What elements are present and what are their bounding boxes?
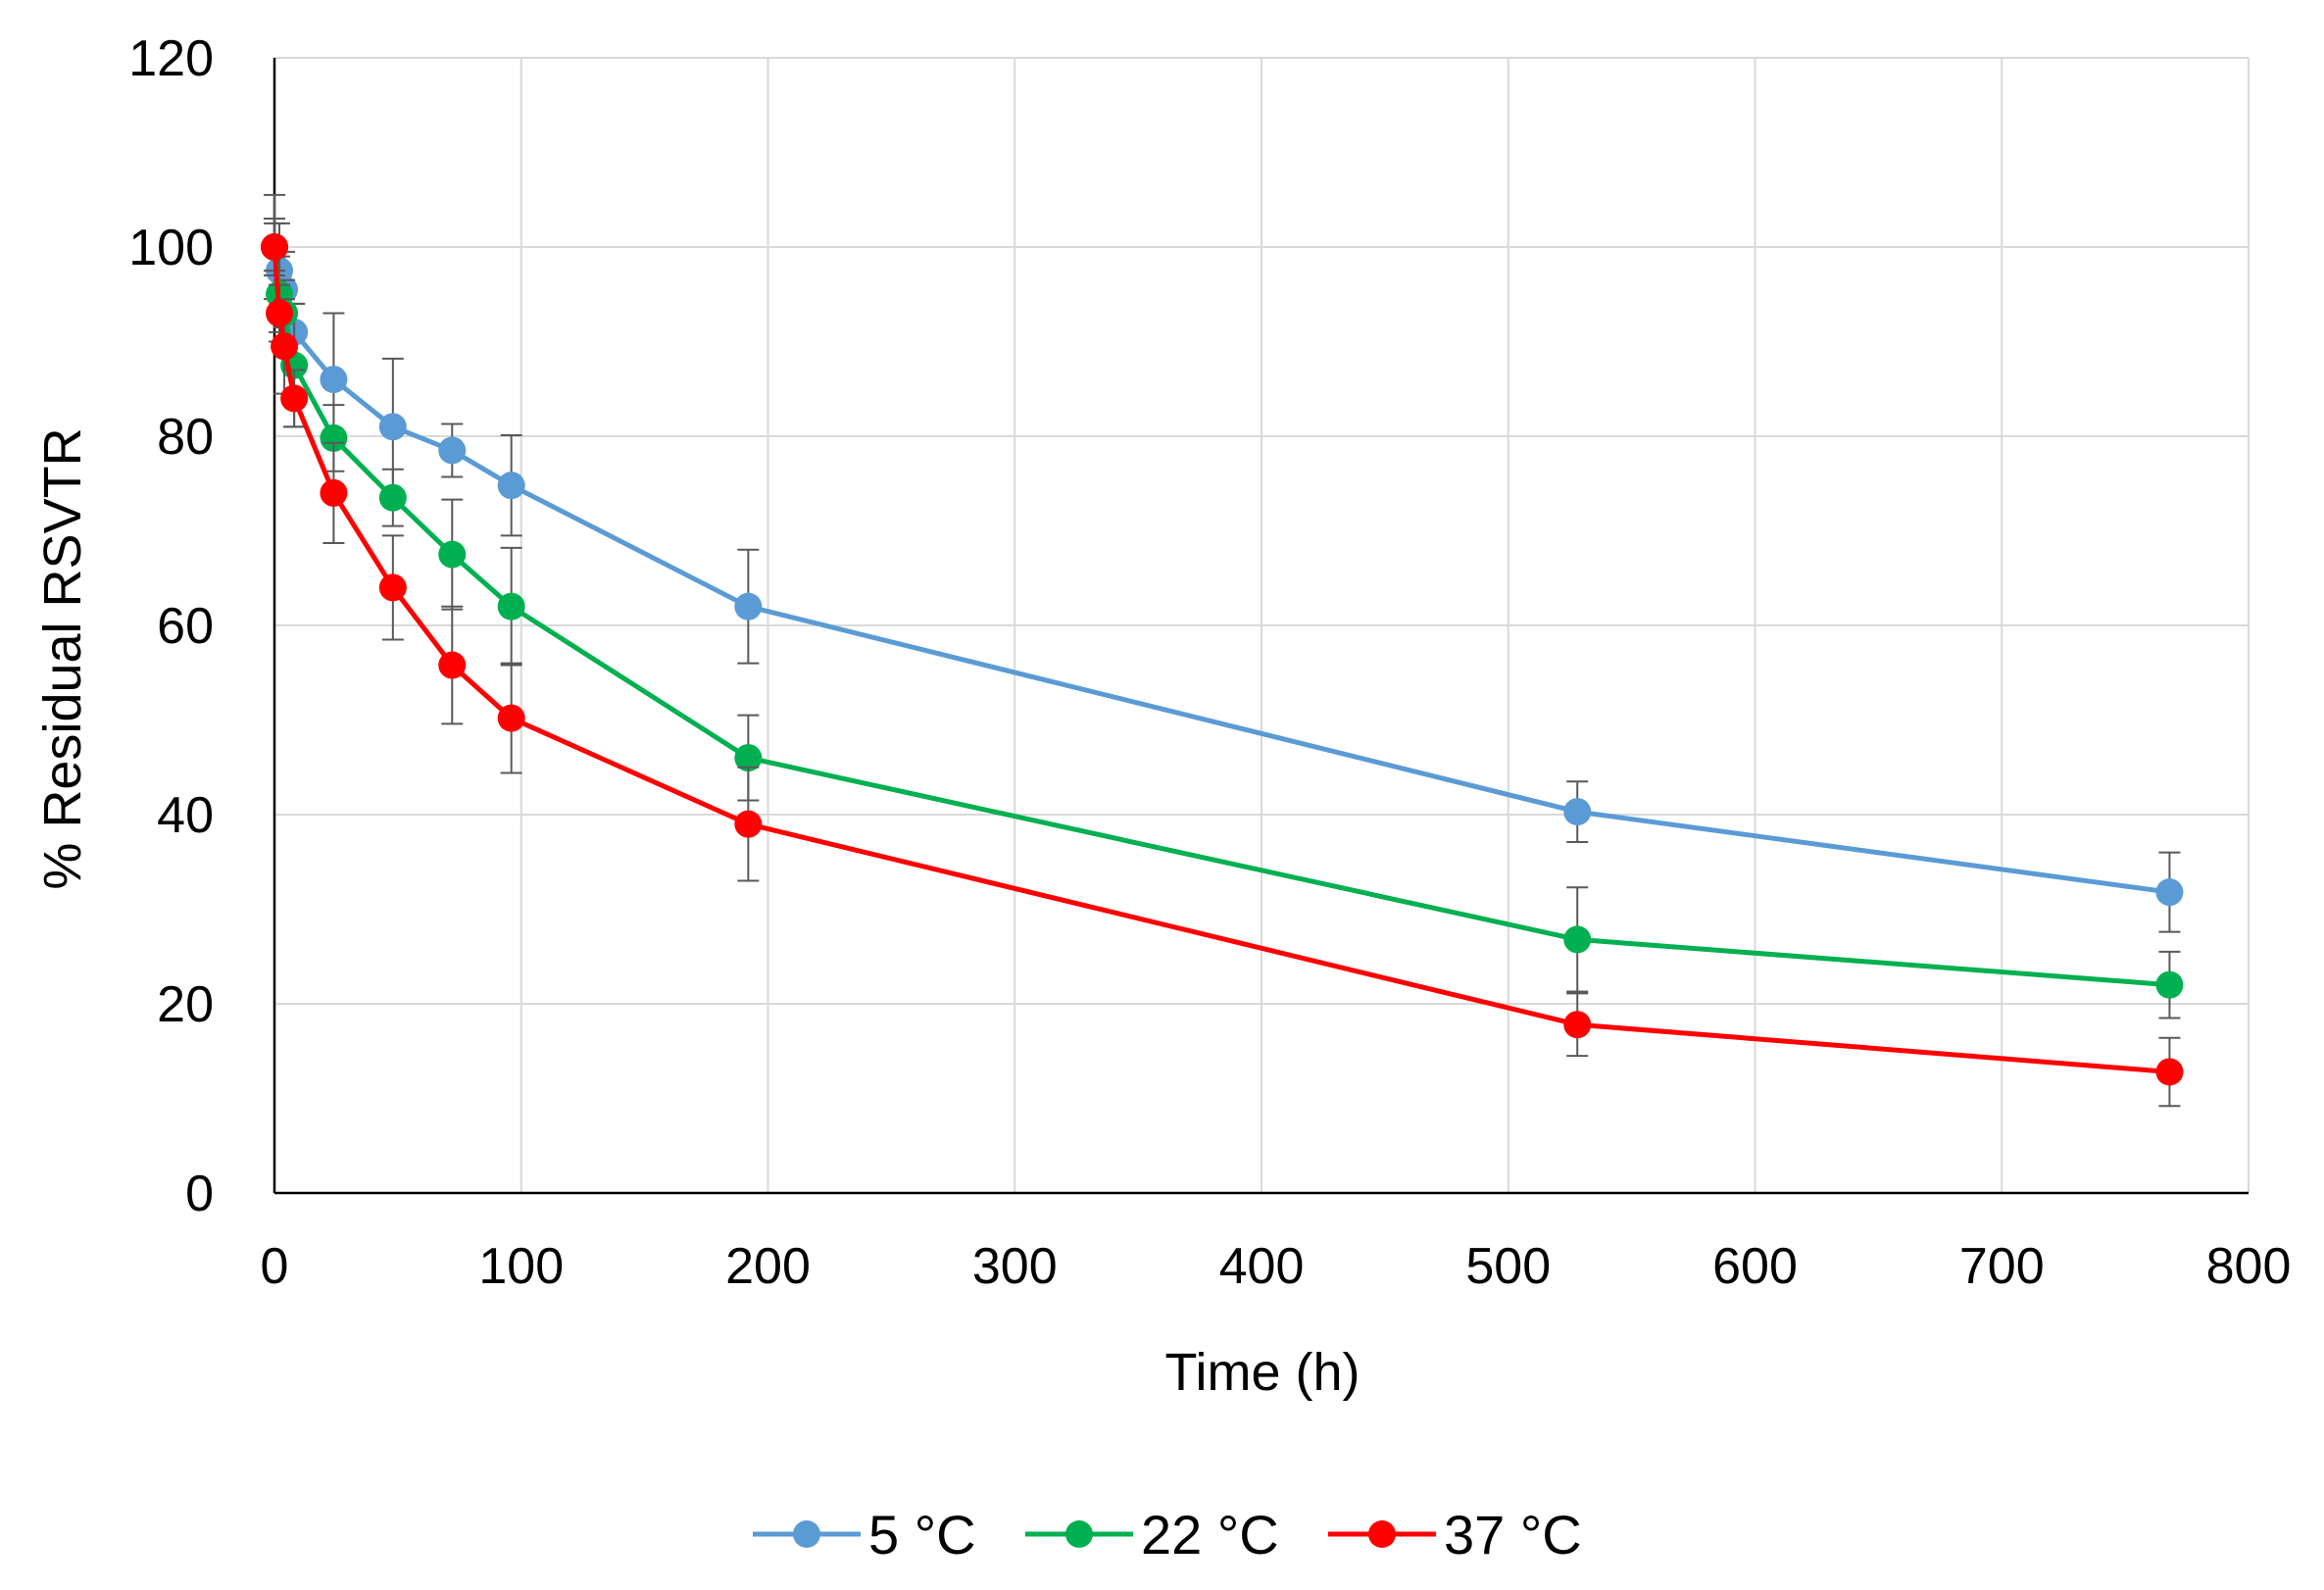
x-tick-label: 600 [1712,1238,1798,1295]
data-point [378,483,407,512]
data-point [2155,878,2184,907]
legend-item: 37 °C [1328,1504,1582,1565]
y-tick-label: 80 [157,409,214,466]
x-tick-label: 300 [972,1238,1058,1295]
data-point [378,573,407,602]
legend: 5 °C 22 °C 37 °C [753,1504,1582,1565]
y-tick-label: 20 [157,976,214,1033]
data-point [734,810,763,838]
x-tick-label: 800 [2206,1238,2292,1295]
data-point [734,592,763,621]
y-tick-label: 40 [157,787,214,844]
data-point [1563,798,1592,826]
y-tick-labels: 0 20 40 60 80 100 120 [128,30,214,1222]
x-tick-label: 0 [261,1238,289,1295]
data-point [438,436,467,465]
data-point [2155,1058,2184,1086]
data-point [734,744,763,772]
data-point [271,332,299,361]
x-tick-label: 100 [478,1238,564,1295]
legend-label: 37 °C [1444,1504,1582,1565]
series-line [272,246,2170,895]
series-0 [261,193,2184,933]
data-point [497,704,525,732]
data-series [261,193,2184,1108]
legend-marker [1065,1520,1093,1548]
series-line [272,246,2170,1074]
series-1 [261,218,2184,1019]
data-point [2155,970,2184,999]
x-axis-title: Time (h) [1165,1343,1360,1402]
legend-label: 5 °C [868,1504,976,1565]
data-point [378,413,407,441]
x-tick-label: 400 [1219,1238,1305,1295]
x-tick-label: 700 [1959,1238,2045,1295]
legend-marker [793,1520,820,1548]
y-tick-label: 120 [128,30,214,87]
data-point [438,540,467,569]
y-axis-title: % Residual RSVTR [33,427,92,889]
data-point [438,651,467,679]
data-point [1563,1011,1592,1039]
legend-marker [1368,1520,1396,1548]
x-tick-label: 200 [725,1238,811,1295]
data-point [320,423,348,452]
legend-label: 22 °C [1141,1504,1279,1565]
legend-item: 22 °C [1025,1504,1279,1565]
data-point [261,233,288,261]
data-point [320,366,348,394]
series-line [272,246,2170,988]
y-tick-label: 0 [185,1166,214,1222]
y-tick-label: 100 [128,220,214,276]
data-point [1563,925,1592,954]
data-point [266,299,294,327]
legend-item: 5 °C [753,1504,976,1565]
x-tick-label: 500 [1465,1238,1551,1295]
series-2 [261,222,2184,1108]
data-point [497,472,525,500]
x-tick-labels: 0 100 200 300 400 500 600 700 800 [261,1238,2292,1295]
gridlines [274,57,2250,1193]
data-point [280,384,309,413]
y-tick-label: 60 [157,598,214,655]
data-point [497,592,525,621]
data-point [320,478,348,507]
